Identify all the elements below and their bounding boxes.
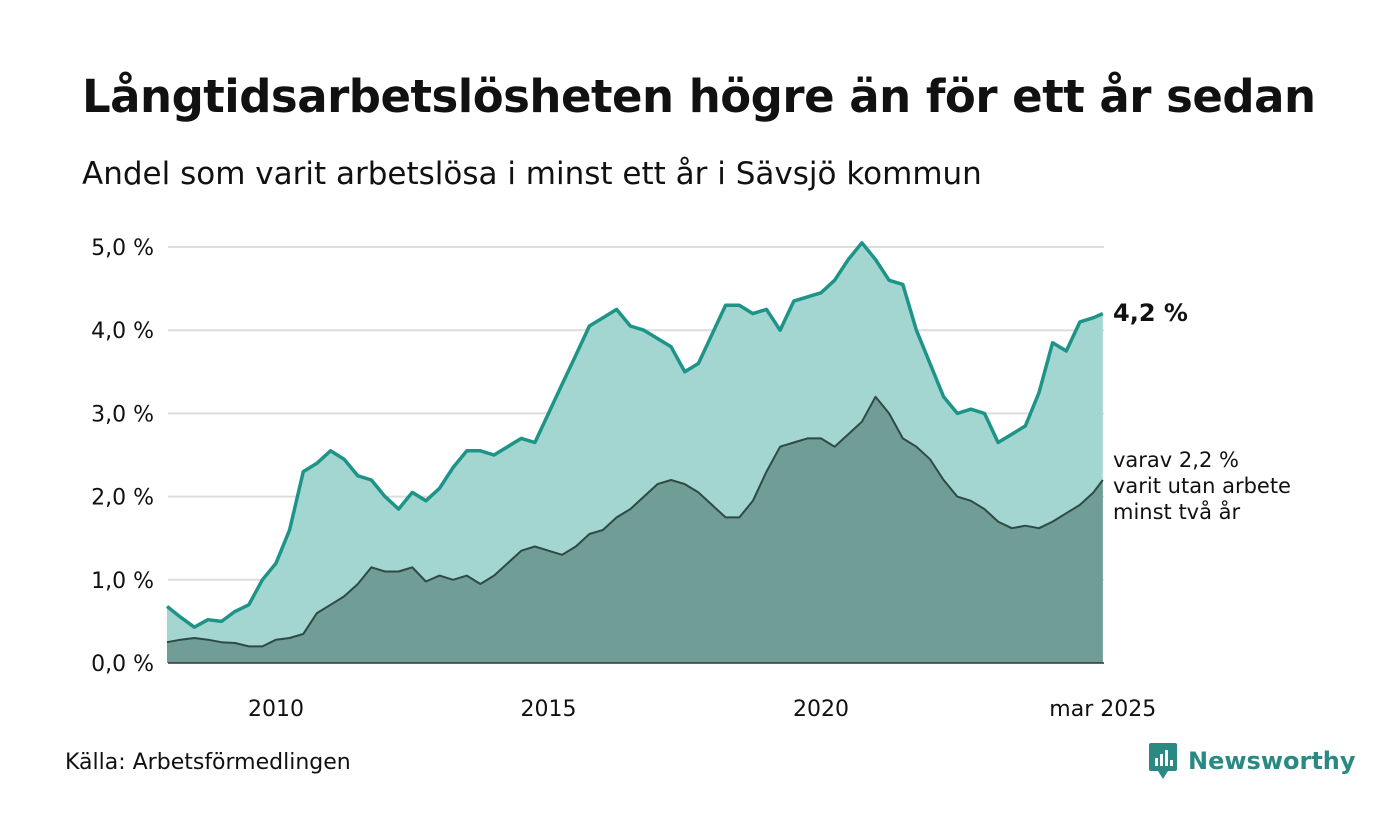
x-tick-label-3: mar 2025 (1049, 697, 1156, 722)
x-tick-label-2: 2020 (793, 697, 849, 722)
y-tick-label-0: 0,0 % (91, 652, 154, 677)
brand-name: Newsworthy (1188, 747, 1356, 775)
series-0-line (165, 241, 1104, 629)
source-note: Källa: Arbetsförmedlingen (65, 750, 351, 775)
y-tick-label-5: 5,0 % (91, 236, 154, 261)
total-end-label: 4,2 % (1113, 299, 1188, 327)
chart-subtitle: Andel som varit arbetslösa i minst ett å… (82, 156, 982, 192)
y-tick-label-2: 2,0 % (91, 486, 154, 511)
series-1-area (167, 396, 1103, 663)
brand-logo: Newsworthy (1148, 742, 1356, 780)
series-1-line (166, 395, 1104, 648)
x-tick-label-1: 2015 (521, 697, 577, 722)
y-tick-label-3: 3,0 % (91, 402, 154, 427)
two-year-annotation-line-0: varav 2,2 % (1113, 448, 1239, 472)
two-year-annotation-line-1: varit utan arbete (1113, 474, 1291, 498)
y-tick-label-4: 4,0 % (91, 319, 154, 344)
y-tick-label-1: 1,0 % (91, 569, 154, 594)
bar-chart-speech-bubble-icon (1149, 743, 1177, 779)
two-year-annotation-line-2: minst två år (1113, 499, 1241, 524)
x-tick-label-0: 2010 (248, 697, 304, 722)
chart-title: Långtidsarbetslösheten högre än för ett … (82, 70, 1316, 123)
